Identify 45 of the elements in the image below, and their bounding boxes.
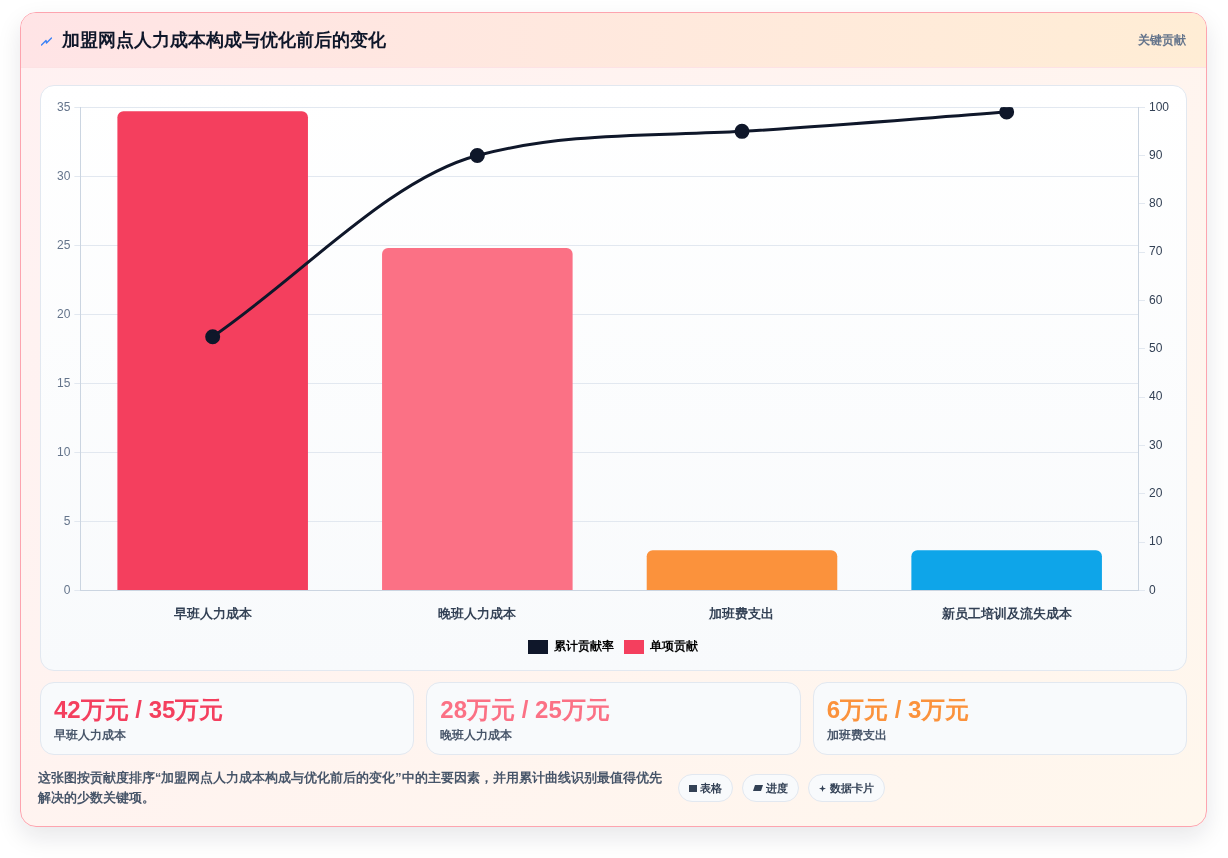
chart-title: 加盟网点人力成本构成与优化前后的变化 bbox=[62, 29, 387, 52]
point bbox=[734, 123, 750, 139]
y-tick-label: 35 bbox=[56, 99, 71, 114]
bar bbox=[646, 550, 838, 590]
y2-tick-label: 60 bbox=[1148, 292, 1163, 307]
x-tick-label: 晚班人力成本 bbox=[438, 605, 518, 621]
text: 关键贡献 bbox=[1138, 31, 1186, 49]
bar bbox=[117, 111, 308, 590]
text: 这张图按贡献度排序“加盟网点人力成本构成与优化前后的变化”中的主要因素，并用累计曲线识别最值得优先解决的少数关键项。 bbox=[38, 769, 663, 807]
x-tick-label: 加班费支出 bbox=[708, 605, 775, 621]
y-tick-label: 25 bbox=[56, 237, 71, 252]
y2-tick-label: 30 bbox=[1148, 437, 1163, 452]
legend-label: 累计贡献率 bbox=[553, 639, 614, 654]
y2-tick-label: 100 bbox=[1148, 99, 1170, 114]
text: 数据卡片 bbox=[830, 780, 874, 796]
y2-tick-label: 50 bbox=[1148, 341, 1163, 356]
y2-tick-label: 80 bbox=[1148, 196, 1163, 211]
y2-tick-label: 10 bbox=[1148, 534, 1163, 549]
text: 28万元 / 25万元 bbox=[440, 696, 610, 723]
x-tick-label: 新员工培训及流失成本 bbox=[940, 605, 1073, 621]
bar bbox=[382, 248, 573, 590]
text: 进度 bbox=[766, 780, 788, 796]
category-label: 加班费支出 bbox=[826, 727, 888, 744]
legend-label: 单项贡献 bbox=[649, 639, 699, 654]
x-tick-label: 早班人力成本 bbox=[172, 605, 253, 621]
bar bbox=[911, 550, 1102, 590]
y-tick-label: 5 bbox=[63, 513, 71, 528]
y2-tick-label: 20 bbox=[1148, 486, 1163, 501]
point bbox=[205, 329, 221, 345]
text: 42万元 / 35万元 bbox=[54, 696, 224, 723]
y2-tick-label: 0 bbox=[1148, 582, 1156, 597]
y-tick-label: 20 bbox=[56, 306, 71, 321]
y2-tick-label: 40 bbox=[1148, 389, 1163, 404]
y2-tick-label: 70 bbox=[1148, 244, 1163, 259]
category-label: 晚班人力成本 bbox=[440, 727, 514, 744]
y-tick-label: 30 bbox=[56, 168, 71, 183]
category-label: 早班人力成本 bbox=[54, 727, 127, 744]
y2-tick-label: 90 bbox=[1148, 147, 1163, 162]
y-tick-label: 15 bbox=[56, 375, 71, 390]
point bbox=[469, 148, 485, 164]
y-tick-label: 0 bbox=[63, 582, 71, 597]
point bbox=[999, 107, 1015, 120]
text: 6万元 / 3万元 bbox=[826, 696, 970, 723]
y-tick-label: 10 bbox=[56, 444, 71, 459]
text: 表格 bbox=[700, 780, 722, 796]
